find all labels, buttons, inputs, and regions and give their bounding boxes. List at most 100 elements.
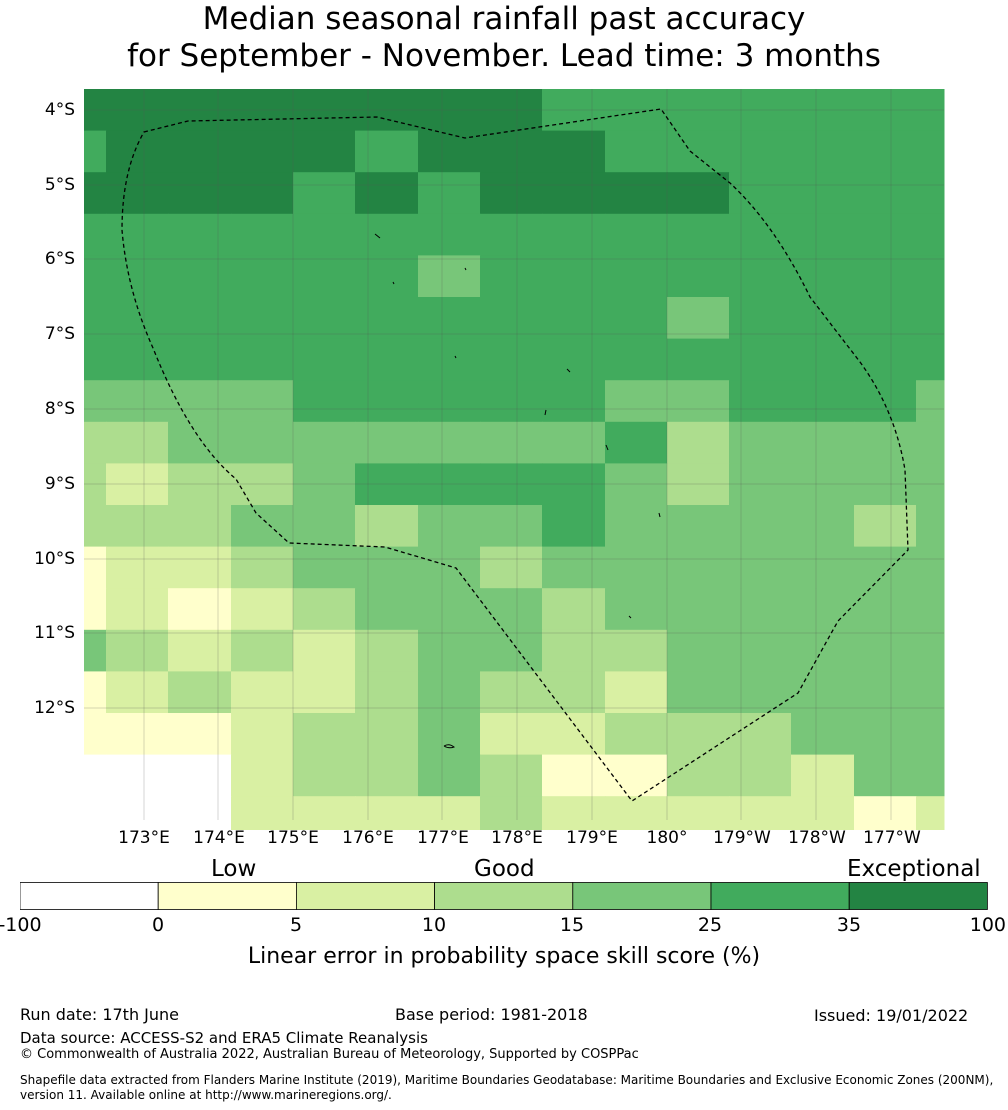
grid-cell <box>605 671 668 714</box>
grid-cell <box>854 421 917 464</box>
grid-cell <box>542 713 606 756</box>
grid-cell <box>418 754 481 797</box>
lon-label: 176°E <box>342 828 394 848</box>
grid-cell <box>84 297 107 340</box>
grid-cell <box>854 463 917 506</box>
grid-cell <box>231 629 294 672</box>
colorbar-segment <box>157 882 297 910</box>
grid-cell <box>854 796 917 830</box>
grid-cell <box>293 671 356 714</box>
grid-cell <box>355 671 419 714</box>
grid-cell <box>791 130 855 173</box>
grid-cell <box>106 505 169 548</box>
shapefile-credit-line-2: version 11. Available online at http://w… <box>20 1088 392 1102</box>
grid-cell <box>84 380 107 423</box>
grid-cell <box>480 463 543 506</box>
grid-cell <box>168 421 232 464</box>
grid-cell <box>231 505 294 548</box>
grid-cell <box>667 796 730 830</box>
grid-cell <box>231 671 294 714</box>
grid-cell <box>231 796 294 830</box>
grid-cell <box>355 130 419 173</box>
colorbar-segment <box>848 882 988 910</box>
grid-cell <box>916 505 945 548</box>
category-low: Low <box>211 856 257 882</box>
grid-cell <box>729 588 792 631</box>
grid-cell <box>791 255 855 298</box>
grid-cell <box>667 463 730 506</box>
grid-cell <box>605 629 668 672</box>
grid-cell <box>667 172 730 215</box>
lat-label: 9°S <box>44 474 75 494</box>
grid-cell <box>84 421 107 464</box>
grid-cell <box>418 713 481 756</box>
grid-cell <box>667 297 730 340</box>
grid-cell <box>854 338 917 381</box>
grid-cell <box>355 713 419 756</box>
grid-cell <box>667 421 730 464</box>
grid-cell <box>418 172 481 215</box>
category-good: Good <box>474 856 535 882</box>
grid-cell <box>418 505 481 548</box>
lon-label: 178°W <box>788 828 846 848</box>
grid-cell <box>791 463 855 506</box>
grid-cell <box>791 588 855 631</box>
base-period: Base period: 1981-2018 <box>395 1005 588 1024</box>
grid-cell <box>231 463 294 506</box>
colorbar-segment <box>572 882 712 910</box>
grid-cell <box>168 130 232 173</box>
grid-cell <box>916 588 945 631</box>
lon-label: 179°W <box>713 828 771 848</box>
grid-cell <box>667 588 730 631</box>
grid-cell <box>106 380 169 423</box>
grid-cell <box>854 588 917 631</box>
grid-cell <box>231 588 294 631</box>
grid-cell <box>916 713 945 756</box>
grid-cell <box>854 172 917 215</box>
grid-cell <box>480 505 543 548</box>
grid-cell <box>106 297 169 340</box>
grid-cell <box>480 546 543 589</box>
lat-label: 12°S <box>34 698 75 718</box>
grid-cell <box>231 421 294 464</box>
grid-cell <box>854 754 917 797</box>
grid-cell <box>480 713 543 756</box>
colorbar-tick: -100 <box>0 914 42 936</box>
lat-label: 6°S <box>44 249 75 269</box>
grid-cell <box>418 588 481 631</box>
grid-cell <box>854 546 917 589</box>
grid-cell <box>729 754 792 797</box>
grid-cell <box>729 130 792 173</box>
grid-cell <box>605 255 668 298</box>
lon-label: 179°E <box>566 828 618 848</box>
grid-cell <box>293 463 356 506</box>
grid-cell <box>84 629 107 672</box>
shapefile-credit-line-1: Shapefile data extracted from Flanders M… <box>20 1073 994 1087</box>
grid-cell <box>791 213 855 256</box>
grid-cell <box>355 421 419 464</box>
grid-cell <box>542 754 606 797</box>
map-gridlines <box>84 89 944 820</box>
grid-cell <box>355 754 419 797</box>
grid-cell <box>480 588 543 631</box>
grid-cell <box>84 130 107 173</box>
issued-date: Issued: 19/01/2022 <box>814 1006 969 1025</box>
grid-cell <box>355 505 419 548</box>
grid-cell <box>480 421 543 464</box>
colorbar-tick: 0 <box>151 914 165 936</box>
grid-cell <box>293 796 356 830</box>
grid-cell <box>854 671 917 714</box>
islands <box>374 233 661 749</box>
grid-cell <box>418 297 481 340</box>
grid-cell <box>854 255 917 298</box>
colorbar-segment <box>20 882 159 910</box>
grid-cell <box>168 796 232 830</box>
grid-cell <box>605 338 668 381</box>
grid-cell <box>916 213 945 256</box>
grid-cell <box>106 172 169 215</box>
grid-cell <box>168 546 232 589</box>
grid-cell <box>605 463 668 506</box>
grid-cell <box>168 671 232 714</box>
grid-cell <box>418 338 481 381</box>
grid-cell <box>605 172 668 215</box>
